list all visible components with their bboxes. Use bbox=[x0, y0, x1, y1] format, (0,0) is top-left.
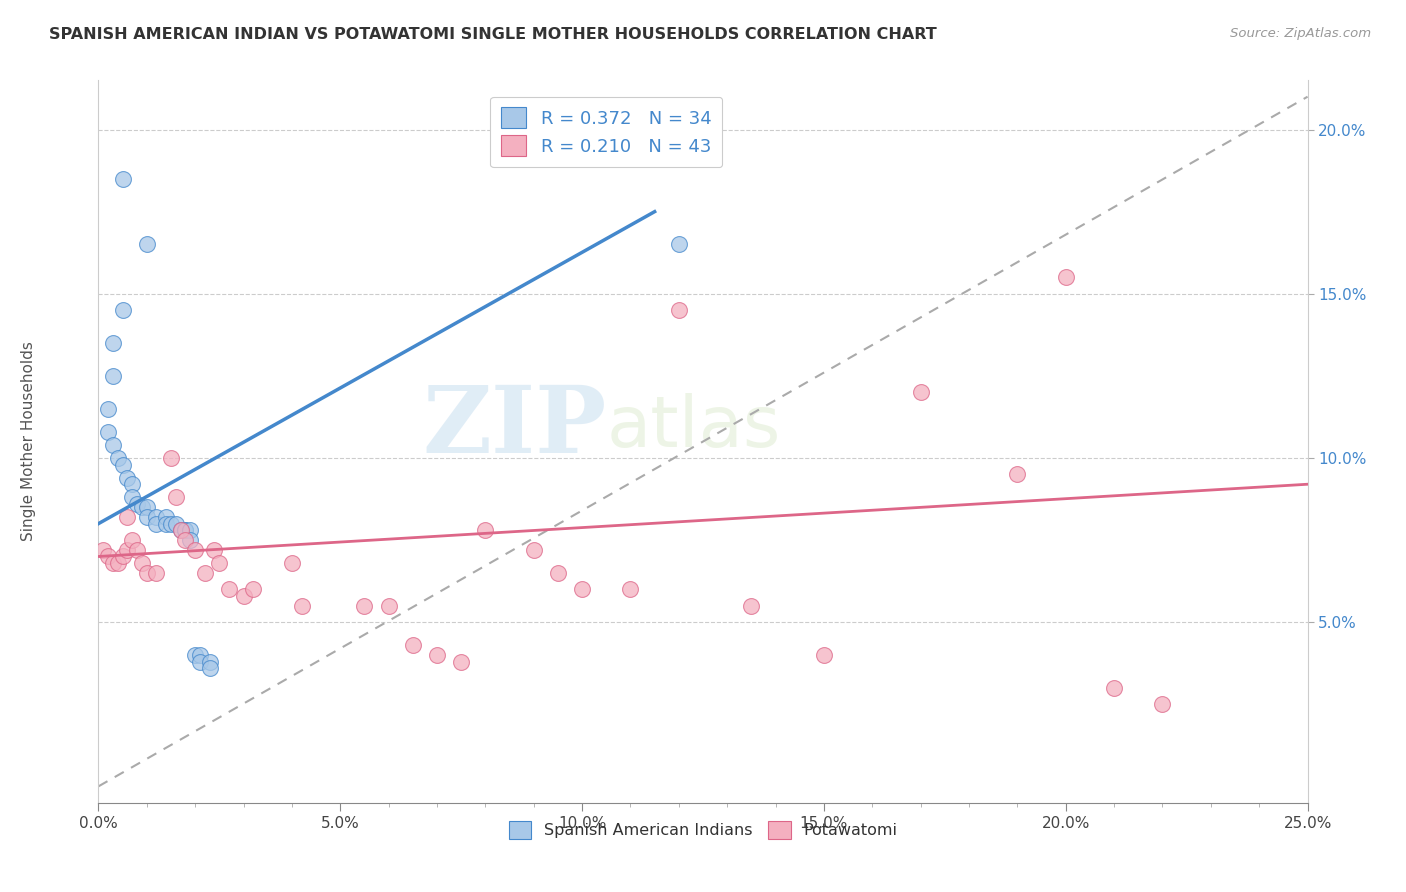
Point bbox=[117, 470, 139, 484]
Point bbox=[402, 638, 425, 652]
Point bbox=[101, 368, 124, 383]
Point bbox=[813, 648, 835, 662]
Text: Source: ZipAtlas.com: Source: ZipAtlas.com bbox=[1230, 27, 1371, 40]
Point bbox=[450, 655, 472, 669]
Point bbox=[377, 599, 399, 613]
Point bbox=[127, 497, 149, 511]
Point bbox=[169, 523, 191, 537]
Point bbox=[117, 510, 139, 524]
Point bbox=[111, 303, 134, 318]
Legend: Spanish American Indians, Potawatomi: Spanish American Indians, Potawatomi bbox=[502, 814, 904, 846]
Point bbox=[117, 542, 139, 557]
Point bbox=[145, 510, 167, 524]
Point bbox=[145, 516, 167, 531]
Point bbox=[281, 556, 304, 570]
Point bbox=[1007, 467, 1029, 482]
Point bbox=[910, 385, 932, 400]
Point bbox=[218, 582, 240, 597]
Point bbox=[194, 566, 217, 580]
Point bbox=[353, 599, 375, 613]
Point bbox=[121, 477, 143, 491]
Point bbox=[668, 237, 690, 252]
Point bbox=[135, 510, 157, 524]
Point bbox=[91, 542, 114, 557]
Point bbox=[174, 523, 197, 537]
Point bbox=[174, 533, 197, 547]
Point bbox=[1054, 270, 1077, 285]
Point bbox=[179, 533, 201, 547]
Point bbox=[208, 556, 231, 570]
Point bbox=[426, 648, 449, 662]
Point bbox=[188, 648, 211, 662]
Text: atlas: atlas bbox=[606, 392, 780, 461]
Text: ZIP: ZIP bbox=[422, 382, 606, 472]
Text: SPANISH AMERICAN INDIAN VS POTAWATOMI SINGLE MOTHER HOUSEHOLDS CORRELATION CHART: SPANISH AMERICAN INDIAN VS POTAWATOMI SI… bbox=[49, 27, 936, 42]
Point bbox=[145, 566, 167, 580]
Point bbox=[135, 500, 157, 515]
Point bbox=[174, 523, 197, 537]
Point bbox=[155, 510, 177, 524]
Point bbox=[160, 516, 183, 531]
Point bbox=[97, 549, 120, 564]
Point bbox=[242, 582, 264, 597]
Point bbox=[184, 542, 207, 557]
Point bbox=[135, 237, 157, 252]
Point bbox=[1102, 681, 1125, 695]
Point bbox=[169, 523, 191, 537]
Point bbox=[111, 549, 134, 564]
Point bbox=[204, 542, 226, 557]
Point bbox=[619, 582, 641, 597]
Point bbox=[290, 599, 312, 613]
Point bbox=[101, 438, 124, 452]
Point bbox=[179, 523, 201, 537]
Point bbox=[111, 458, 134, 472]
Point bbox=[668, 303, 690, 318]
Point bbox=[1152, 698, 1174, 712]
Point bbox=[101, 556, 124, 570]
Point bbox=[131, 500, 153, 515]
Y-axis label: Single Mother Households: Single Mother Households bbox=[21, 342, 37, 541]
Point bbox=[121, 533, 143, 547]
Point bbox=[121, 491, 143, 505]
Point bbox=[127, 542, 149, 557]
Point bbox=[107, 450, 129, 465]
Point bbox=[571, 582, 593, 597]
Point bbox=[111, 171, 134, 186]
Point bbox=[165, 491, 187, 505]
Point bbox=[188, 655, 211, 669]
Point bbox=[198, 655, 221, 669]
Point bbox=[101, 336, 124, 351]
Point bbox=[474, 523, 496, 537]
Point bbox=[184, 648, 207, 662]
Point bbox=[232, 589, 254, 603]
Point bbox=[165, 516, 187, 531]
Point bbox=[547, 566, 569, 580]
Point bbox=[155, 516, 177, 531]
Point bbox=[107, 556, 129, 570]
Point bbox=[97, 401, 120, 416]
Point bbox=[135, 566, 157, 580]
Point bbox=[131, 556, 153, 570]
Point bbox=[198, 661, 221, 675]
Point bbox=[160, 450, 183, 465]
Point bbox=[97, 425, 120, 439]
Point bbox=[523, 542, 546, 557]
Point bbox=[740, 599, 762, 613]
